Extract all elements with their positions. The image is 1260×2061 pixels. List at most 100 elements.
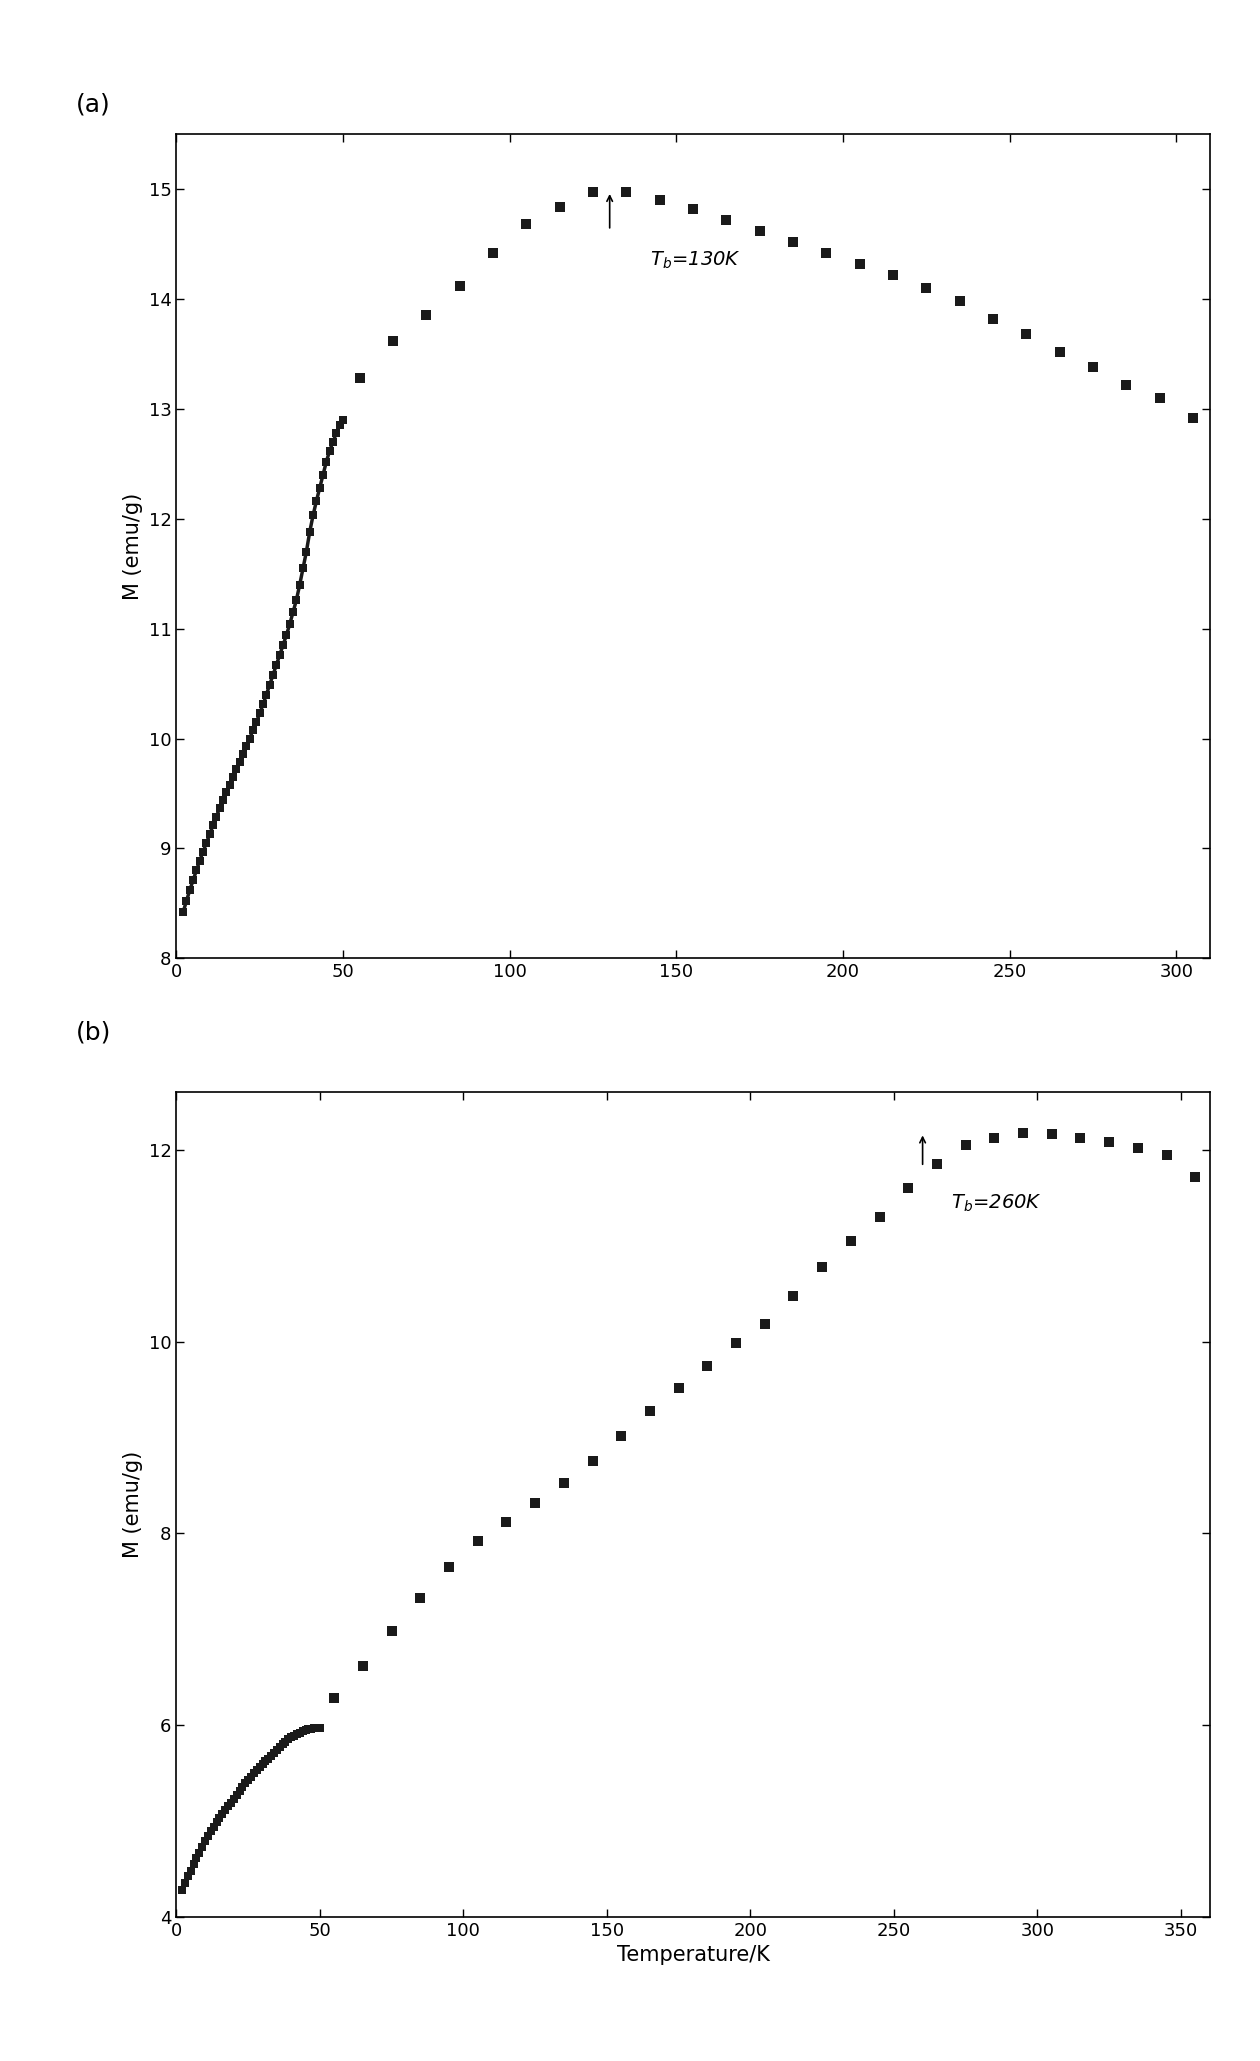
Point: [323, 425, 343, 458]
Point: [175, 1867, 195, 1900]
Point: [229, 746, 249, 779]
Point: [197, 826, 217, 859]
Point: [276, 618, 296, 651]
Text: (b): (b): [76, 1020, 111, 1045]
Point: [326, 416, 347, 449]
Point: [204, 1810, 224, 1843]
Point: [304, 1711, 324, 1744]
Point: [983, 303, 1003, 336]
Point: [294, 552, 314, 585]
X-axis label: Temperature/K: Temperature/K: [616, 1946, 770, 1964]
Point: [782, 225, 803, 258]
Point: [237, 730, 257, 763]
Point: [236, 1766, 256, 1799]
Point: [273, 629, 294, 662]
Point: [195, 1824, 215, 1857]
Point: [266, 649, 286, 682]
Point: [190, 845, 210, 878]
Point: [256, 1746, 276, 1779]
Y-axis label: M (emu/g): M (emu/g): [123, 493, 144, 600]
Point: [286, 583, 306, 616]
Point: [212, 1797, 232, 1830]
Point: [272, 1727, 292, 1760]
Point: [411, 1583, 431, 1616]
Point: [416, 299, 436, 332]
Point: [183, 864, 203, 897]
Point: [198, 1820, 218, 1853]
Point: [252, 1748, 272, 1781]
Point: [1013, 1117, 1033, 1150]
Point: [219, 769, 239, 802]
Point: [227, 1779, 247, 1812]
Point: [438, 1550, 459, 1583]
Point: [467, 1525, 488, 1558]
Point: [203, 808, 223, 841]
Point: [249, 1750, 270, 1783]
Point: [176, 884, 197, 917]
Point: [220, 1787, 241, 1820]
Point: [755, 1309, 775, 1342]
Point: [261, 1739, 281, 1772]
Point: [1070, 1121, 1090, 1154]
Point: [382, 1614, 402, 1647]
Point: [284, 1719, 304, 1752]
Point: [243, 713, 263, 746]
Point: [849, 247, 869, 280]
Point: [383, 324, 403, 357]
Point: [284, 596, 304, 629]
Point: [186, 853, 207, 886]
Point: [180, 1855, 200, 1888]
Point: [215, 1793, 236, 1826]
Point: [178, 1859, 198, 1892]
Point: [213, 783, 233, 816]
Point: [320, 435, 340, 468]
Point: [1082, 350, 1102, 383]
Point: [180, 874, 200, 907]
Point: [483, 237, 503, 270]
Point: [299, 1713, 319, 1746]
Point: [292, 1715, 312, 1748]
Point: [310, 1711, 330, 1744]
Point: [193, 835, 213, 868]
Point: [669, 1371, 689, 1404]
Point: [726, 1327, 746, 1360]
Point: [209, 1801, 229, 1834]
Point: [207, 800, 227, 833]
Point: [840, 1224, 861, 1257]
Point: [898, 1173, 919, 1206]
Point: [278, 1723, 299, 1756]
Point: [553, 1467, 573, 1500]
Point: [496, 1505, 517, 1538]
Point: [258, 1742, 278, 1775]
Point: [697, 1350, 717, 1383]
Point: [1042, 1117, 1062, 1150]
Text: T$_b$=130K: T$_b$=130K: [650, 249, 741, 270]
Point: [306, 484, 326, 517]
Point: [224, 1783, 244, 1816]
Point: [984, 1121, 1004, 1154]
Point: [302, 499, 323, 532]
Point: [450, 270, 470, 303]
Point: [246, 705, 266, 738]
Point: [295, 1713, 315, 1746]
Point: [200, 1816, 220, 1849]
Point: [192, 1830, 212, 1863]
Point: [869, 1200, 890, 1232]
Point: [312, 458, 333, 491]
Point: [1183, 402, 1203, 435]
Point: [1116, 369, 1137, 402]
Point: [233, 738, 253, 771]
Point: [290, 1717, 310, 1750]
Point: [525, 1486, 546, 1519]
Point: [227, 752, 247, 785]
Point: [249, 697, 270, 730]
Point: [324, 1682, 344, 1715]
Point: [716, 204, 736, 237]
Point: [241, 1760, 261, 1793]
Point: [199, 818, 219, 851]
Point: [276, 1725, 296, 1758]
Point: [239, 721, 260, 754]
Point: [256, 678, 276, 711]
Point: [316, 445, 336, 478]
Point: [184, 1847, 204, 1880]
